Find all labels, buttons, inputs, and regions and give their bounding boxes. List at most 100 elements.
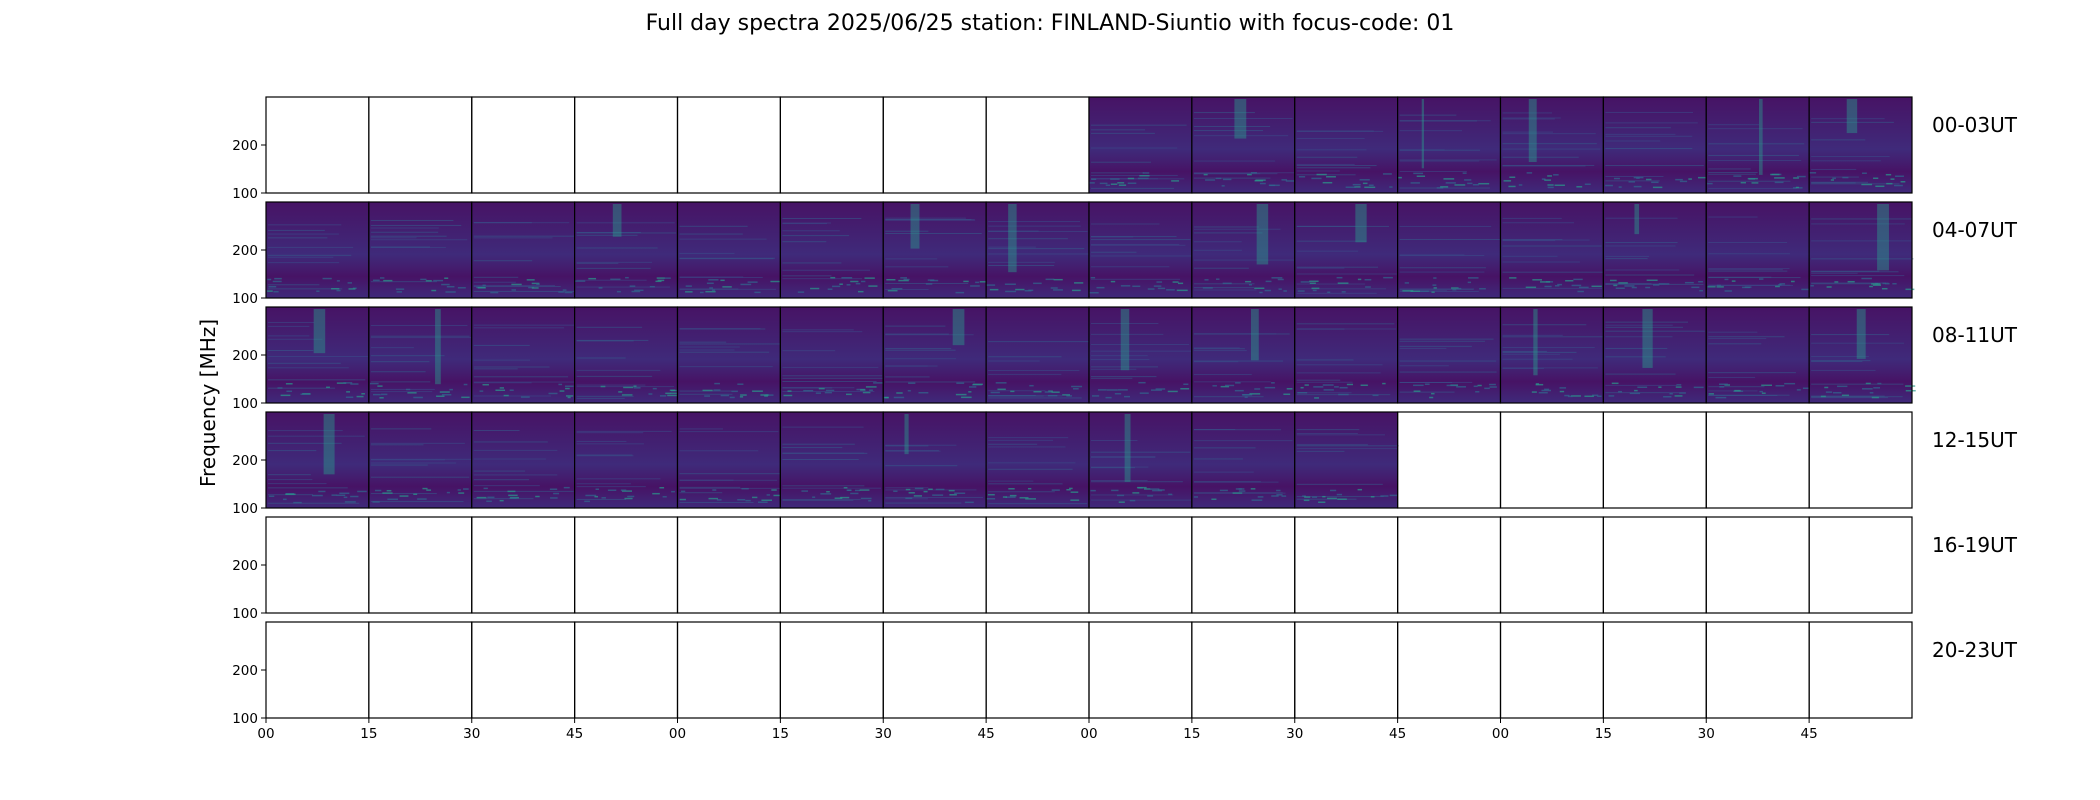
- spectral-line: [1296, 240, 1367, 242]
- spectral-line: [576, 478, 661, 480]
- spectrum-panel: [368, 516, 473, 614]
- noise-mark: [348, 288, 356, 290]
- spectral-line: [1091, 440, 1138, 442]
- burst-mark: [1355, 204, 1367, 243]
- noise-mark: [1467, 182, 1473, 185]
- spectral-line: [576, 339, 649, 341]
- noise-mark: [706, 282, 714, 285]
- noise-mark: [1354, 186, 1361, 188]
- noise-mark: [995, 382, 1007, 384]
- spectral-line: [1296, 266, 1379, 268]
- noise-mark: [908, 382, 916, 384]
- noise-mark: [565, 395, 574, 397]
- noise-mark: [1269, 184, 1275, 187]
- noise-mark: [311, 494, 323, 497]
- panel-background: [574, 307, 678, 403]
- spectrum-panel: [1294, 516, 1399, 614]
- spectral-line: [1193, 130, 1264, 132]
- noise-mark: [1541, 178, 1546, 180]
- noise-mark: [1591, 285, 1602, 288]
- noise-mark: [346, 391, 351, 393]
- spectral-line: [1296, 273, 1397, 275]
- spectral-line: [1502, 240, 1556, 242]
- spectrum-panel: [1602, 621, 1707, 719]
- noise-mark: [1313, 386, 1324, 388]
- noise-mark: [1283, 393, 1291, 396]
- noise-mark: [1538, 391, 1548, 394]
- panel-background: [471, 412, 575, 508]
- noise-mark: [1117, 182, 1125, 184]
- spectral-line: [576, 357, 626, 359]
- noise-mark: [511, 289, 517, 291]
- noise-mark: [963, 280, 969, 283]
- spectrum-panel: [882, 411, 987, 509]
- noise-mark: [1830, 179, 1835, 181]
- spectral-line: [1296, 288, 1387, 290]
- noise-mark: [1172, 281, 1179, 283]
- noise-mark: [905, 497, 913, 500]
- panel-background: [1500, 202, 1604, 298]
- spectral-line: [782, 223, 828, 225]
- spectral-line: [1193, 289, 1257, 291]
- noise-mark: [886, 278, 896, 281]
- noise-mark: [702, 389, 713, 392]
- noise-mark: [1734, 389, 1741, 392]
- spectral-line: [679, 346, 740, 348]
- spectral-line: [1811, 360, 1863, 362]
- noise-mark: [1718, 383, 1728, 386]
- spectrum-panel: [985, 516, 1090, 614]
- panel-background: [368, 202, 472, 298]
- noise-mark: [1357, 488, 1363, 491]
- spectral-line: [988, 437, 1069, 439]
- spectral-line: [988, 238, 1068, 240]
- spectral-line: [782, 426, 864, 428]
- spectral-line: [1811, 168, 1857, 170]
- spectral-line: [988, 231, 1088, 233]
- spectrum-panel: [779, 621, 884, 719]
- spectrum-panel: [985, 201, 1091, 299]
- spectral-line: [1502, 148, 1601, 150]
- noise-mark: [714, 382, 720, 385]
- noise-mark: [1204, 279, 1209, 281]
- spectral-line: [1091, 479, 1148, 481]
- burst-mark: [1421, 99, 1424, 169]
- spectral-line: [1811, 283, 1880, 285]
- noise-mark: [1567, 395, 1573, 398]
- noise-mark: [1716, 284, 1721, 287]
- noise-mark: [1652, 284, 1660, 286]
- noise-mark: [1416, 175, 1426, 177]
- noise-mark: [935, 488, 945, 491]
- noise-mark: [1467, 281, 1472, 284]
- spectral-line: [1399, 239, 1501, 241]
- noise-mark: [1475, 391, 1480, 393]
- spectral-line: [1811, 395, 1885, 397]
- noise-mark: [964, 501, 974, 504]
- spectral-line: [268, 322, 315, 324]
- spectral-line: [1296, 392, 1352, 394]
- spectral-line: [679, 225, 748, 227]
- noise-mark: [417, 498, 427, 500]
- noise-mark: [1751, 182, 1759, 184]
- spectrum-panel: [882, 96, 987, 194]
- noise-mark: [286, 390, 293, 393]
- spectral-line: [1811, 397, 1889, 399]
- spectral-line: [1708, 172, 1758, 174]
- spectral-line: [1091, 368, 1137, 370]
- noise-mark: [1431, 291, 1435, 293]
- noise-mark: [873, 382, 884, 384]
- spectral-line: [1296, 359, 1354, 361]
- spectral-line: [1811, 282, 1889, 284]
- noise-mark: [1137, 177, 1149, 180]
- spectral-line: [576, 375, 653, 377]
- noise-mark: [318, 490, 326, 493]
- noise-mark: [1372, 394, 1379, 397]
- panel-frame: [1294, 516, 1399, 614]
- noise-mark: [548, 392, 558, 395]
- noise-mark: [1674, 395, 1683, 397]
- noise-mark: [420, 278, 427, 281]
- noise-mark: [737, 499, 746, 501]
- spectral-line: [1296, 429, 1360, 431]
- noise-mark: [1832, 177, 1836, 180]
- spectral-line: [1605, 356, 1666, 358]
- noise-mark: [490, 291, 499, 294]
